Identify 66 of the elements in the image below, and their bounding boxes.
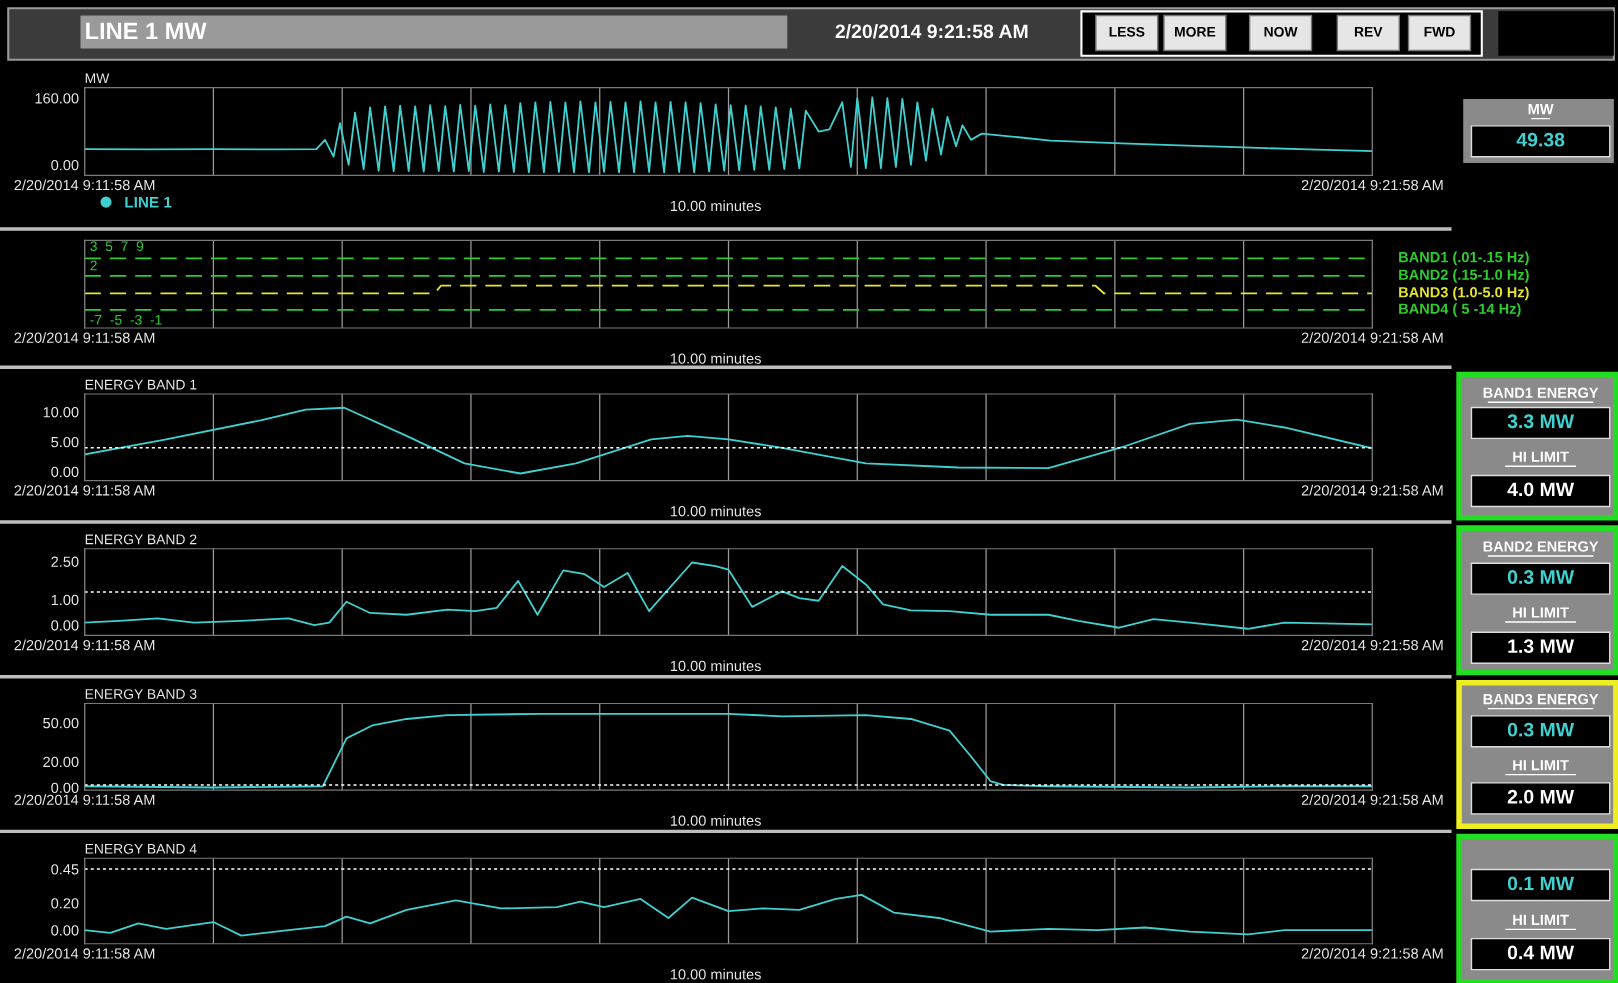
- text: 0.3 MW: [1507, 722, 1575, 737]
- text: BAND3 ENERGY: [1483, 693, 1599, 705]
- y-tick-label: 0.00: [51, 160, 79, 171]
- text: 3.3 MW: [1507, 414, 1575, 429]
- text: 1.3 MW: [1508, 639, 1575, 654]
- legend-label: LINE 1: [125, 196, 172, 208]
- text: 2/20/2014 9:21:58 AM: [835, 23, 1028, 39]
- series-label: BAND3 (1.0-5.0 Hz): [1399, 286, 1529, 301]
- y-tick-label: 0.45: [51, 864, 79, 875]
- text: FWD: [1424, 27, 1455, 37]
- y-tick-label: 160.00: [35, 93, 79, 104]
- x-tick-label: 2/20/2014 9:11:58 AM: [14, 179, 155, 191]
- text: HI LIMIT: [1513, 760, 1569, 771]
- text: 0.3 MW: [1507, 570, 1575, 584]
- text: 10.00 minutes: [670, 505, 761, 517]
- series-label: BAND4 ( 5 -14 Hz): [1399, 303, 1521, 317]
- x-tick-label: 2/20/2014 9:11:58 AM: [14, 794, 155, 805]
- text: 0.4 MW: [1507, 945, 1575, 960]
- y-axis-title: MW: [85, 73, 110, 84]
- chart-title: ENERGY BAND 3: [85, 689, 197, 699]
- y-tick-label: 10.00: [43, 407, 79, 418]
- text: LESS: [1109, 26, 1145, 37]
- y-tick-label: 0.20: [51, 898, 79, 909]
- chart-title: ENERGY BAND 4: [85, 843, 197, 854]
- x-tick-label: 2/20/2014 9:11:58 AM: [14, 484, 155, 496]
- text: 10.00 minutes: [670, 968, 761, 980]
- text: REV: [1354, 27, 1383, 37]
- y-tick-label: 2.50: [51, 556, 79, 567]
- text: 10.00 minutes: [670, 815, 761, 826]
- text: HI LIMIT: [1513, 607, 1569, 618]
- annotation: 2: [90, 260, 97, 271]
- series-label: BAND1 (.01-.15 Hz): [1399, 251, 1529, 266]
- y-tick-label: 0.00: [51, 782, 79, 793]
- text: 10.00 minutes: [670, 353, 761, 364]
- text: BAND1 ENERGY: [1483, 387, 1599, 398]
- line-series: [84, 893, 1373, 937]
- line-series: [84, 561, 1373, 630]
- y-tick-label: 1.00: [51, 594, 79, 606]
- text: 3 5 7 9: [90, 241, 144, 252]
- line-series: [84, 406, 1373, 475]
- x-tick-label: 2/20/2014 9:11:58 AM: [14, 639, 155, 651]
- text: LINE 1 MW: [86, 22, 207, 40]
- text: 4.0 MW: [1507, 482, 1575, 497]
- text: HI LIMIT: [1513, 451, 1569, 462]
- y-tick-label: 0.00: [51, 620, 79, 631]
- text: 49.38: [1516, 132, 1565, 147]
- text: 0.1 MW: [1507, 876, 1575, 891]
- text: HI LIMIT: [1513, 914, 1569, 925]
- y-tick-label: 50.00: [43, 717, 79, 729]
- y-tick-label: 0.00: [51, 925, 79, 936]
- text: BAND2 ENERGY: [1483, 541, 1599, 552]
- text: 10.00 minutes: [670, 200, 761, 212]
- chart-title: ENERGY BAND 2: [85, 534, 197, 545]
- x-tick-label: 2/20/2014 9:11:58 AM: [14, 332, 155, 343]
- text: NOW: [1264, 26, 1298, 37]
- y-tick-label: 0.00: [51, 466, 79, 478]
- series-label: BAND2 (.15-1.0 Hz): [1399, 269, 1529, 283]
- text: 10.00 minutes: [670, 660, 761, 672]
- text: 2.0 MW: [1507, 789, 1575, 804]
- x-tick-label: 2/20/2014 9:11:58 AM: [14, 947, 155, 959]
- chart-title: ENERGY BAND 1: [85, 379, 197, 390]
- text: -7 -5 -3 -1: [90, 314, 162, 325]
- y-tick-label: 20.00: [43, 756, 79, 768]
- text: MORE: [1175, 26, 1216, 37]
- y-tick-label: 5.00: [51, 436, 79, 448]
- text: MW: [1528, 104, 1554, 115]
